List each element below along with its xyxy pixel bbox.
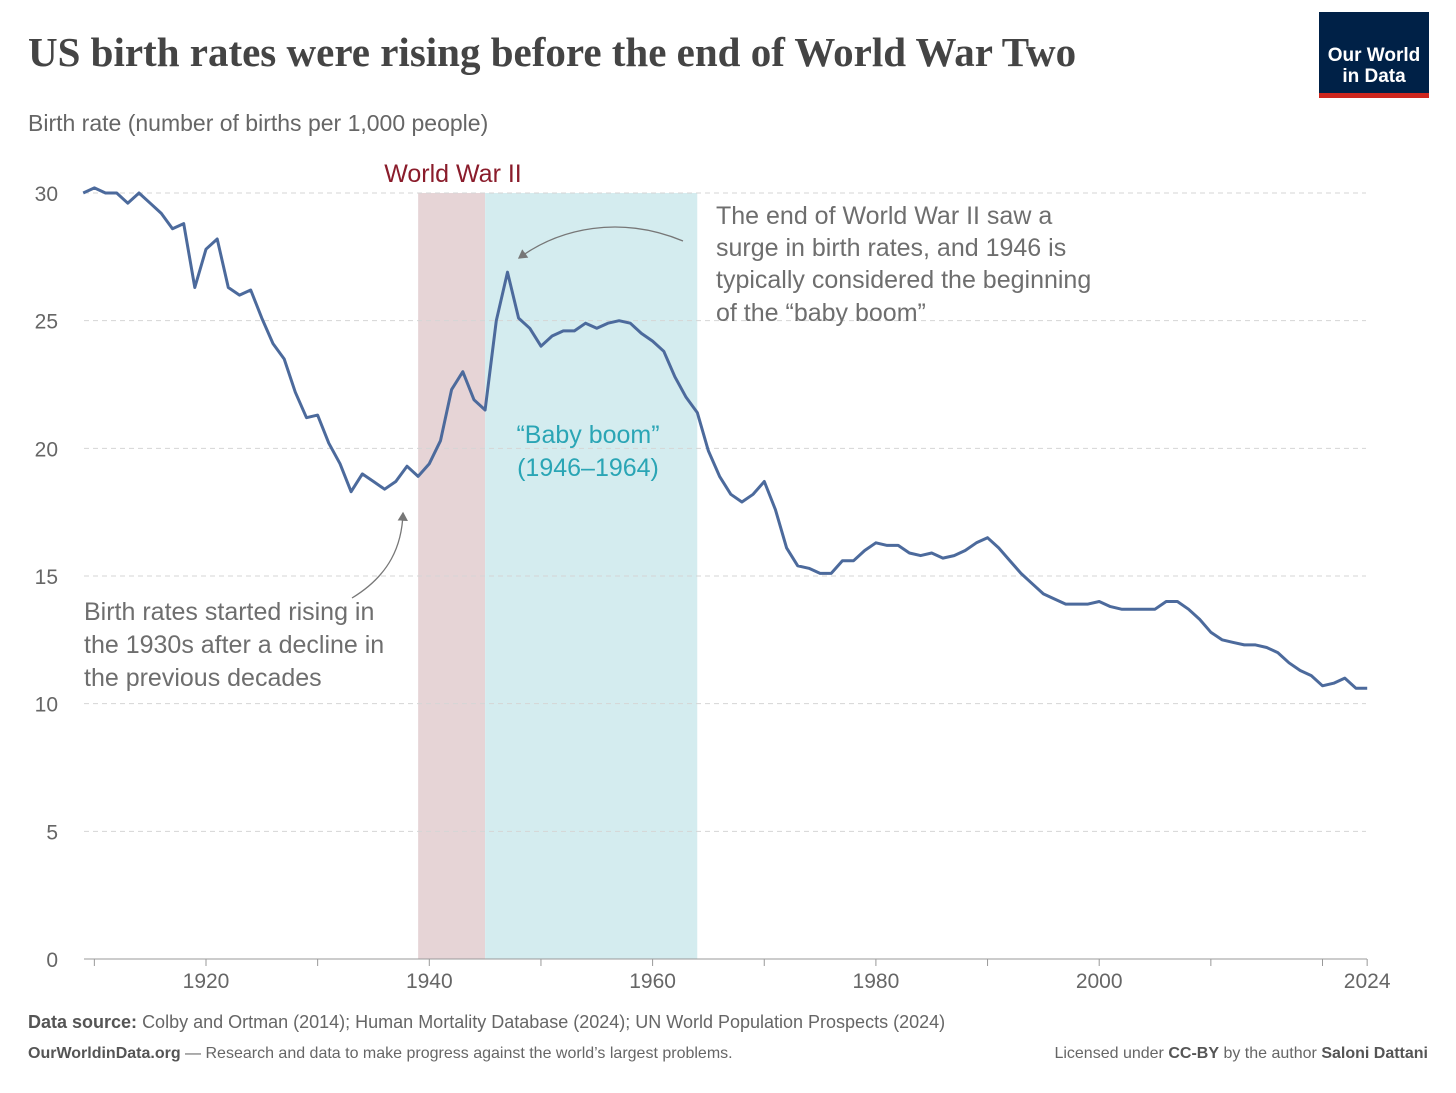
x-tick-label: 2024 <box>1344 970 1391 993</box>
data-source-label: Data source: <box>28 1012 138 1032</box>
owid-logo[interactable]: Our World in Data <box>1319 12 1429 98</box>
footer-site: OurWorldinData.org — Research and data t… <box>28 1045 733 1063</box>
baby-boom-label: “Baby boom” <box>516 421 659 449</box>
chart-subtitle: Birth rate (number of births per 1,000 p… <box>28 110 489 136</box>
x-tick-label: 1920 <box>183 970 230 993</box>
annotation-arrow-left <box>351 511 408 599</box>
baby-boom-years-label: (1946–1964) <box>517 454 659 482</box>
annotation-right-line: of the “baby boom” <box>716 299 926 327</box>
license-pre: Licensed under <box>1054 1045 1164 1062</box>
y-tick-label: 10 <box>35 694 58 717</box>
site-link[interactable]: OurWorldinData.org <box>28 1045 181 1062</box>
y-tick-label: 15 <box>35 566 58 589</box>
annotation-left-line: the previous decades <box>84 664 322 692</box>
data-source: Data source: Colby and Ortman (2014); Hu… <box>28 1012 945 1033</box>
ww2-label: World War II <box>384 160 522 188</box>
license: Licensed under CC-BY by the author Salon… <box>1054 1045 1428 1063</box>
x-tick-label: 1980 <box>853 970 900 993</box>
logo-bar <box>1319 93 1429 98</box>
annotation-right: The end of World War II saw a surge in b… <box>716 202 1091 327</box>
y-tick-label: 30 <box>35 183 58 206</box>
annotation-left: Birth rates started rising in the 1930s … <box>84 598 384 692</box>
y-tick-label: 20 <box>35 438 58 461</box>
annotation-left-line: the 1930s after a decline in <box>84 631 384 659</box>
x-tick-label: 1940 <box>406 970 453 993</box>
tagline: — Research and data to make progress aga… <box>185 1045 733 1062</box>
license-mid: by the author <box>1223 1045 1317 1062</box>
logo-line1: Our World <box>1327 45 1421 66</box>
y-tick-label: 25 <box>35 311 58 334</box>
annotation-left-line: Birth rates started rising in <box>84 598 374 626</box>
annotation-right-line: typically considered the beginning <box>716 266 1091 294</box>
x-tick-label: 2000 <box>1076 970 1123 993</box>
logo-line2: in Data <box>1342 66 1406 87</box>
x-tick-label: 1960 <box>629 970 676 993</box>
chart-title: US birth rates were rising before the en… <box>28 29 1077 75</box>
annotation-right-line: The end of World War II saw a <box>716 202 1052 230</box>
license-link[interactable]: CC-BY <box>1168 1045 1219 1062</box>
annotation-arrow-right <box>517 226 684 259</box>
y-tick-label: 5 <box>46 821 58 844</box>
data-source-text: Colby and Ortman (2014); Human Mortality… <box>142 1012 946 1032</box>
author: Saloni Dattani <box>1321 1045 1428 1062</box>
series-line <box>82 186 1368 690</box>
annotation-right-line: surge in birth rates, and 1946 is <box>716 234 1066 262</box>
y-tick-label: 0 <box>46 949 58 972</box>
